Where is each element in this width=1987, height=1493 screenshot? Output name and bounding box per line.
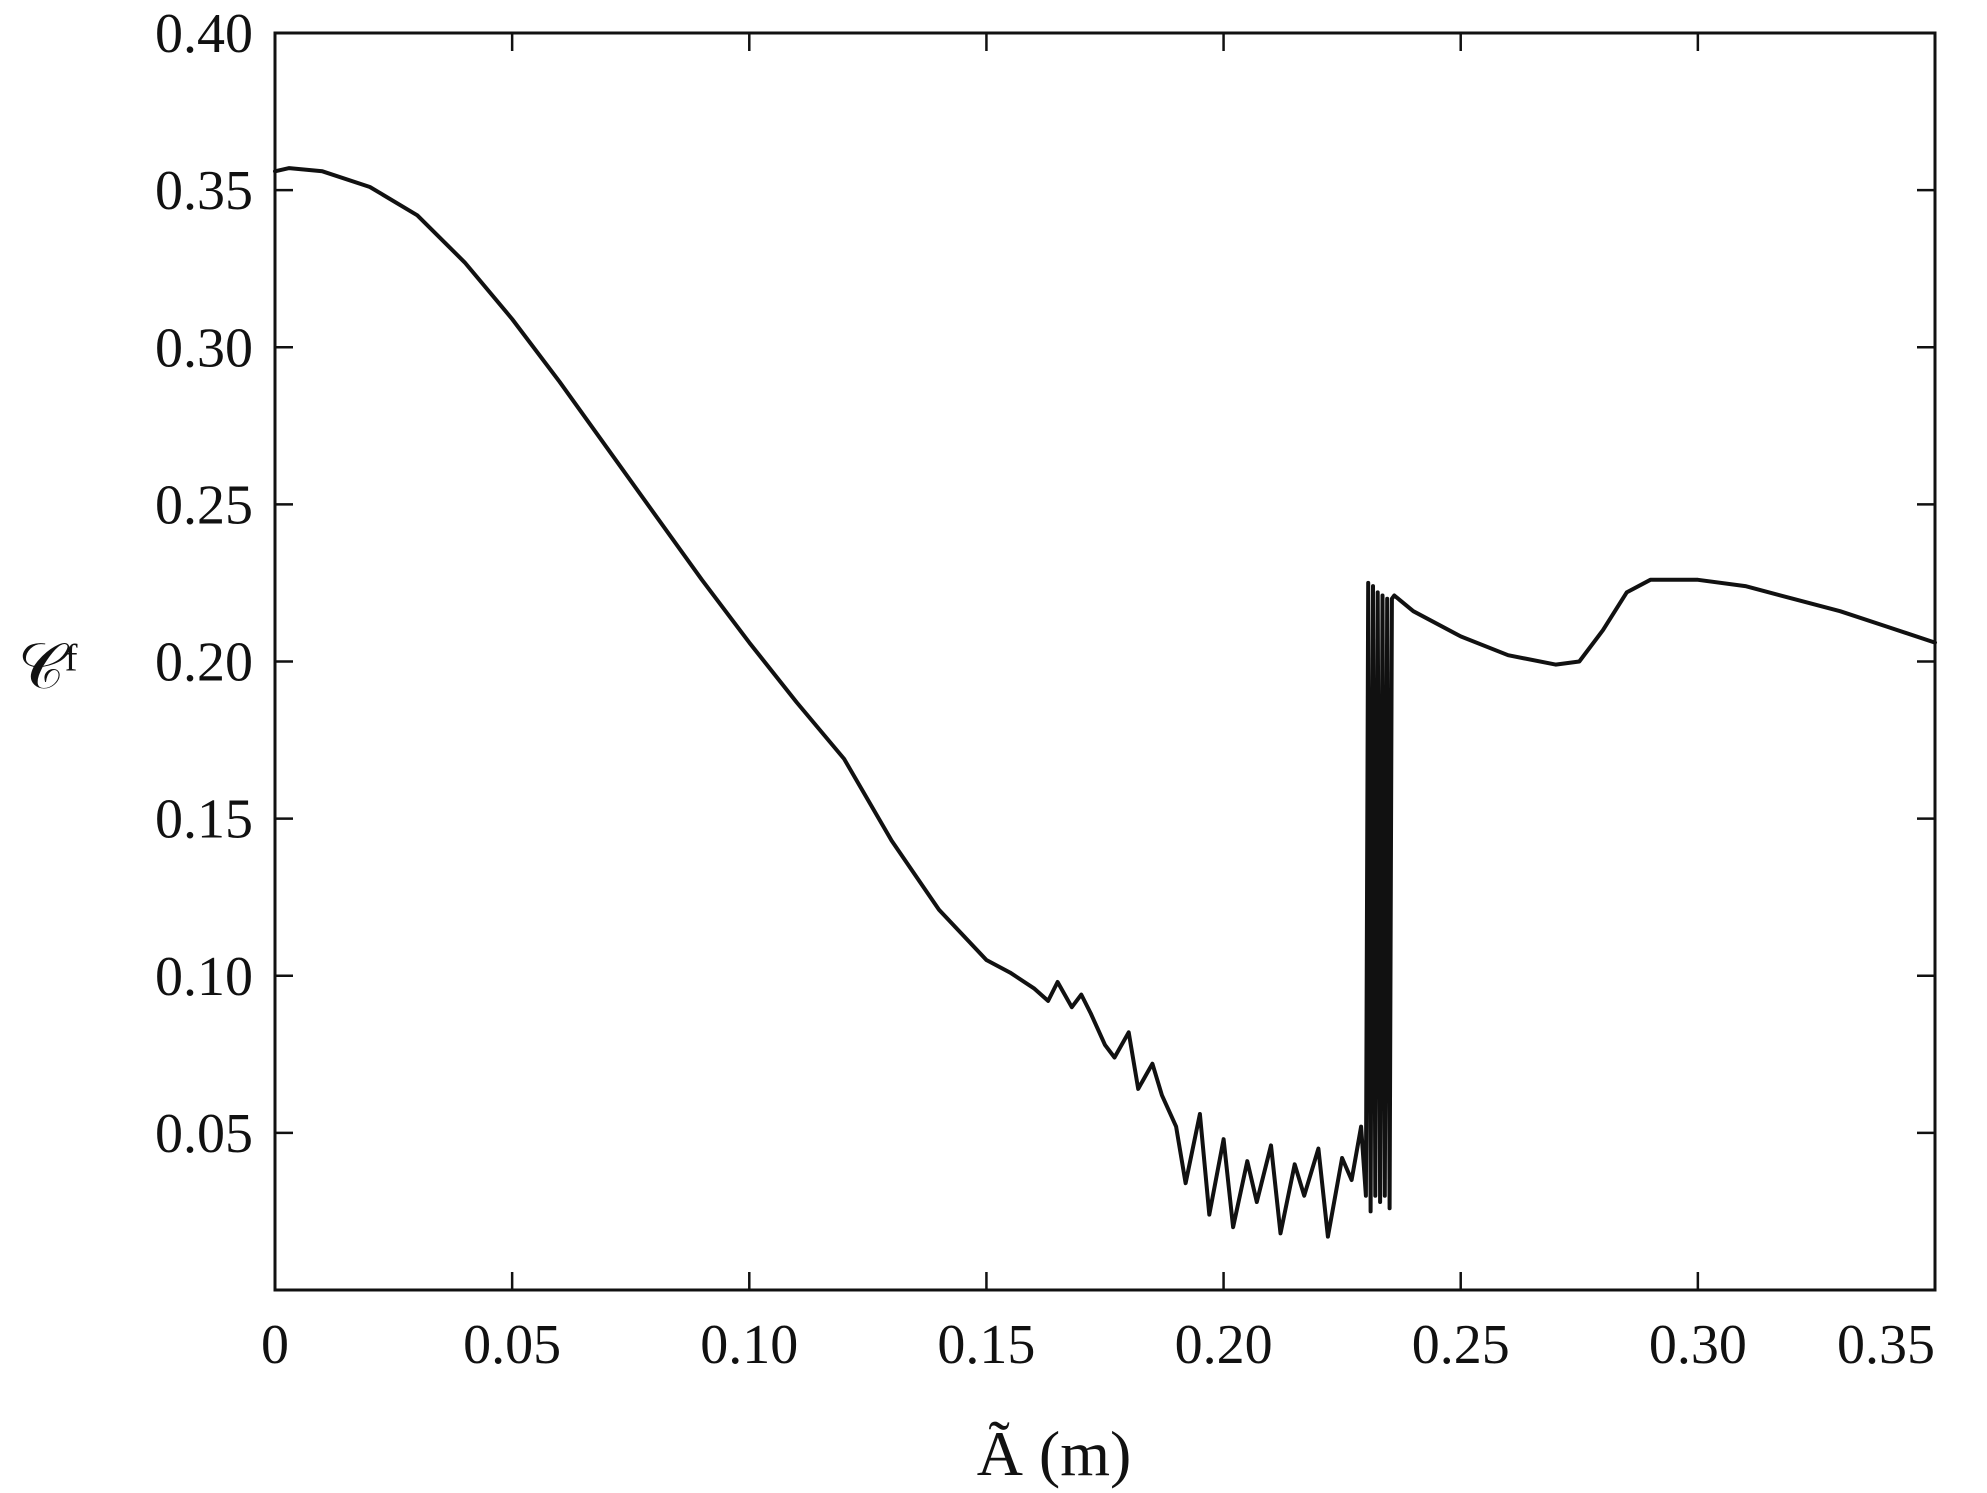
x-tick-label: 0 bbox=[261, 1314, 289, 1376]
x-axis: 0 0.05 0.10 0.15 0.20 0.25 0.30 0.35 bbox=[261, 33, 1937, 1376]
y-axis: 0.05 0.10 0.15 0.20 0.25 0.30 0.35 0.40 bbox=[155, 3, 1935, 1165]
y-tick-label: 0.30 bbox=[155, 317, 253, 379]
y-tick-label: 0.40 bbox=[155, 3, 253, 65]
plot-frame bbox=[273, 31, 1937, 1292]
y-tick-label: 0.20 bbox=[155, 632, 253, 694]
x-tick-label: 0.30 bbox=[1649, 1314, 1747, 1376]
x-tick-label: 0.25 bbox=[1412, 1314, 1510, 1376]
y-tick-label: 0.15 bbox=[155, 789, 253, 851]
x-tick-label: 0.20 bbox=[1175, 1314, 1273, 1376]
y-axis-label: 𝒞ᶠ bbox=[18, 631, 78, 702]
y-tick-label: 0.05 bbox=[155, 1103, 253, 1165]
series-line bbox=[273, 166, 1937, 1239]
x-tick-label: 0.15 bbox=[937, 1314, 1035, 1376]
y-tick-label: 0.10 bbox=[155, 946, 253, 1008]
x-tick-label: 0.05 bbox=[463, 1314, 561, 1376]
x-axis-label: Ã (m) bbox=[977, 1418, 1132, 1489]
y-tick-label: 0.35 bbox=[155, 160, 253, 222]
x-tick-label: 0.35 bbox=[1837, 1314, 1935, 1376]
y-tick-label: 0.25 bbox=[155, 474, 253, 536]
x-tick-label: 0.10 bbox=[700, 1314, 798, 1376]
